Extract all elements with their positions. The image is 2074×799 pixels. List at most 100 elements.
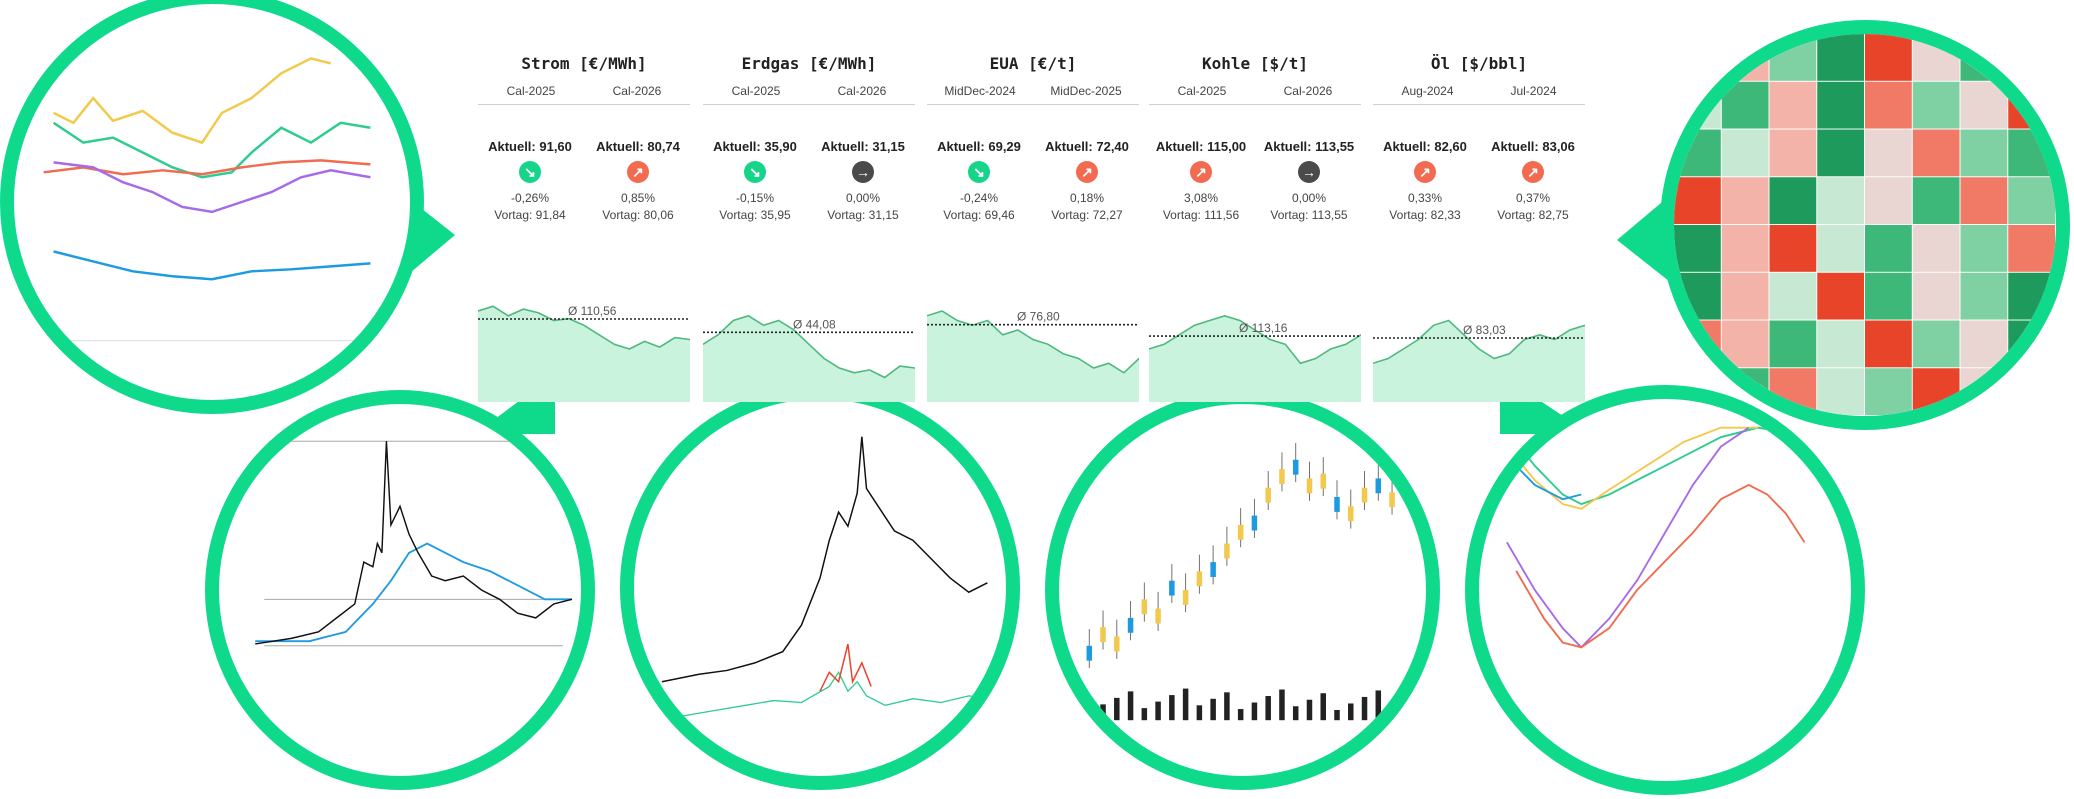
heatmap-cell bbox=[1721, 81, 1769, 129]
candle-body bbox=[1196, 571, 1203, 587]
volume-bar bbox=[1348, 703, 1354, 721]
sparkline-area bbox=[703, 315, 915, 402]
quote-column: Aktuell: 115,00 ↗ 3,08% Vortag: 111,56 bbox=[1149, 139, 1253, 222]
sparkline-line bbox=[703, 314, 915, 379]
volume-bar bbox=[1127, 691, 1134, 721]
heatmap-cell bbox=[1960, 225, 2008, 272]
quote-column: Aktuell: 82,60 ↗ 0,33% Vortag: 82,33 bbox=[1373, 139, 1477, 222]
heatmap-cell bbox=[1721, 320, 1769, 368]
market-periods: MidDec-2024 MidDec-2025 bbox=[927, 76, 1139, 105]
heatmap-cell bbox=[1769, 81, 1817, 129]
arrow-up-right-icon: ↗ bbox=[627, 161, 649, 183]
current-value: Aktuell: 69,29 bbox=[937, 139, 1021, 154]
quote-column: Aktuell: 72,40 ↗ 0,18% Vortag: 72,27 bbox=[1035, 139, 1139, 222]
heatmap-cell bbox=[1769, 34, 1817, 81]
arrow-right-icon: → bbox=[852, 161, 874, 183]
arrow-down-right-icon: ↘ bbox=[968, 161, 990, 183]
heatmap-cell bbox=[2008, 81, 2056, 129]
market-title: Erdgas [€/MWh] bbox=[741, 54, 877, 73]
market-group: Strom [€/MWh] Cal-2025 Cal-2026 Aktuell: 91… bbox=[478, 52, 690, 402]
heatmap-cell bbox=[1817, 272, 1865, 320]
change-percent: 0,37% bbox=[1515, 191, 1551, 205]
sparkline-area bbox=[927, 311, 1139, 402]
heatmap-cell bbox=[1769, 177, 1817, 225]
heatmap-cell bbox=[1912, 272, 1960, 320]
previous-value: Vortag: 91,84 bbox=[494, 208, 566, 222]
heatmap-cell bbox=[1674, 129, 1721, 177]
candle-body bbox=[1182, 590, 1189, 605]
current-value: Aktuell: 72,40 bbox=[1045, 139, 1129, 154]
average-label: Ø 83,03 bbox=[1463, 323, 1506, 337]
volume-bar bbox=[1196, 705, 1203, 721]
heatmap-cell bbox=[1960, 81, 2008, 129]
heatmap-cell bbox=[1912, 368, 1960, 416]
current-value: Aktuell: 115,00 bbox=[1155, 139, 1247, 154]
average-label: Ø 76,80 bbox=[1017, 310, 1060, 324]
change-percent: 0,33% bbox=[1407, 191, 1443, 205]
heatmap-cell bbox=[1674, 34, 1721, 81]
candle-body bbox=[1334, 497, 1340, 512]
quote-column: Aktuell: 31,15 → 0,00% Vortag: 31,15 bbox=[811, 139, 915, 222]
market-title: EUA [€/t] bbox=[989, 54, 1077, 73]
volume-bar bbox=[1114, 697, 1120, 721]
arrow-up-right-icon: ↗ bbox=[1190, 161, 1212, 183]
change-percent: 0,00% bbox=[845, 191, 881, 205]
period-label: MidDec-2025 bbox=[1050, 84, 1122, 98]
heatmap-cell bbox=[1674, 177, 1721, 225]
sparkline-area bbox=[1149, 315, 1361, 402]
arrow-up-right-icon: ↗ bbox=[1414, 161, 1436, 183]
market-title: Öl [$/bbl] bbox=[1430, 54, 1528, 73]
volume-bar bbox=[1306, 699, 1313, 721]
bubble-price-history-chart bbox=[205, 390, 595, 790]
change-percent: 0,00% bbox=[1291, 191, 1327, 205]
heatmap-cell bbox=[1960, 177, 2008, 225]
change-percent: 3,08% bbox=[1183, 191, 1219, 205]
heatmap-cell bbox=[1817, 129, 1865, 177]
candle-body bbox=[1292, 459, 1299, 475]
average-label: Ø 44,08 bbox=[793, 317, 836, 331]
period-label: Aug-2024 bbox=[1401, 84, 1454, 98]
heatmap-cell bbox=[1769, 320, 1817, 368]
period-label: Cal-2025 bbox=[731, 84, 781, 98]
previous-value: Vortag: 35,95 bbox=[719, 208, 791, 222]
heatmap-cell bbox=[1674, 272, 1721, 320]
previous-value: Vortag: 113,55 bbox=[1270, 208, 1348, 222]
sparkline-chart: Ø 110,56 bbox=[478, 304, 690, 402]
period-label: Cal-2025 bbox=[506, 84, 556, 98]
heatmap-cell bbox=[1769, 272, 1817, 320]
quote-column: Aktuell: 69,29 ↘ -0,24% Vortag: 69,46 bbox=[927, 139, 1031, 222]
current-value: Aktuell: 113,55 bbox=[1263, 139, 1355, 154]
heatmap-cell bbox=[1865, 320, 1912, 368]
arrow-down-right-icon: ↘ bbox=[519, 161, 541, 183]
bubble-candlestick-chart bbox=[1045, 390, 1440, 790]
current-value: Aktuell: 83,06 bbox=[1491, 139, 1575, 154]
candle-body bbox=[1348, 506, 1354, 522]
arrow-up-right-icon: ↗ bbox=[1076, 161, 1098, 183]
candle-body bbox=[1114, 636, 1120, 652]
average-label: Ø 113,16 bbox=[1239, 321, 1288, 335]
period-label: Cal-2025 bbox=[1177, 84, 1227, 98]
volume-bar bbox=[1375, 690, 1382, 721]
arrow-up-right-icon: ↗ bbox=[1522, 161, 1544, 183]
heatmap-cell bbox=[1674, 81, 1721, 129]
heatmap-cell bbox=[1769, 368, 1817, 416]
heatmap-cell bbox=[1865, 34, 1912, 81]
heatmap-cell bbox=[1865, 225, 1912, 272]
arrow-down-right-icon: ↘ bbox=[744, 161, 766, 183]
heatmap-cell bbox=[1912, 177, 1960, 225]
heatmap-cell bbox=[2008, 34, 2056, 81]
previous-value: Vortag: 82,75 bbox=[1497, 208, 1569, 222]
bubble-seasonal-curves-chart bbox=[1465, 385, 1865, 795]
change-percent: 0,18% bbox=[1069, 191, 1105, 205]
candle-body bbox=[1375, 478, 1382, 494]
market-group: EUA [€/t] MidDec-2024 MidDec-2025 Aktuell: … bbox=[927, 52, 1139, 402]
candle-body bbox=[1361, 487, 1368, 503]
market-periods: Aug-2024 Jul-2024 bbox=[1373, 76, 1585, 105]
candle-body bbox=[1169, 580, 1175, 596]
heatmap-cell bbox=[1960, 272, 2008, 320]
heatmap-cell bbox=[1960, 129, 2008, 177]
heatmap-cell bbox=[1960, 320, 2008, 368]
heatmap-cell bbox=[1817, 177, 1865, 225]
heatmap-cell bbox=[1817, 368, 1865, 416]
arrow-right-icon: → bbox=[1298, 161, 1320, 183]
